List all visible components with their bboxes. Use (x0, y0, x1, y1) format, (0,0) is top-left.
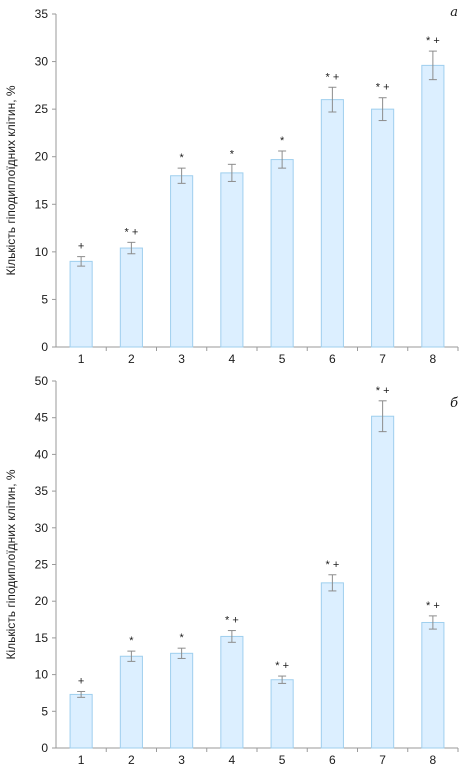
significance-label: * + (426, 600, 440, 612)
chart-panel-1: 0 5 10 15 20 25 30 35 1 +2 * + 3 * 4 * 5 * 6 * + 7 * + 8 * + Кі… (4, 5, 459, 366)
y-tick-label: 0 (41, 741, 48, 755)
panel-label: б (450, 396, 458, 411)
bar (421, 621, 445, 749)
y-axis-label: Кількість гіподиплоїдних клітин, % (4, 469, 18, 659)
chart-panel-2: 0 5 10 15 20 25 30 35 40 45 50 1 +2 * 3 * 4 * + 5 * + 6 * + 7 *… (4, 374, 459, 767)
significance-label: * (179, 152, 184, 164)
bar (119, 247, 143, 348)
significance-label: * + (376, 82, 390, 94)
x-tick-label: 3 (178, 753, 185, 767)
bar (320, 582, 344, 749)
x-tick-label: 5 (279, 753, 286, 767)
x-tick-label: 6 (329, 753, 336, 767)
significance-label: * (280, 135, 285, 147)
bar (371, 415, 395, 749)
significance-label: + (78, 675, 84, 687)
significance-label: * + (325, 559, 339, 571)
bar (220, 172, 244, 348)
y-tick-label: 15 (35, 631, 49, 645)
y-tick-label: 20 (35, 150, 49, 164)
y-tick-label: 15 (35, 197, 49, 211)
x-tick-label: 4 (229, 352, 236, 366)
bar (270, 679, 294, 749)
bar (270, 159, 294, 348)
significance-label: * + (225, 615, 239, 627)
significance-label: + (78, 241, 84, 253)
significance-label: * + (376, 385, 390, 397)
bar (320, 99, 344, 348)
y-tick-label: 10 (35, 668, 49, 682)
x-tick-label: 1 (78, 352, 85, 366)
bar (220, 635, 244, 749)
significance-label: * (230, 148, 235, 160)
significance-label: * (129, 635, 134, 647)
y-tick-label: 50 (35, 374, 49, 388)
y-tick-label: 20 (35, 594, 49, 608)
x-tick-label: 7 (379, 352, 386, 366)
x-tick-label: 2 (128, 352, 135, 366)
y-tick-label: 0 (41, 340, 48, 354)
y-tick-label: 35 (35, 484, 49, 498)
y-tick-label: 5 (41, 292, 48, 306)
x-tick-label: 7 (379, 753, 386, 767)
bar (371, 108, 395, 348)
bar (170, 652, 194, 749)
y-tick-label: 25 (35, 558, 49, 572)
panel-label: а (450, 5, 458, 20)
x-tick-label: 5 (279, 352, 286, 366)
bar (69, 693, 93, 749)
x-tick-label: 8 (430, 753, 437, 767)
y-tick-label: 40 (35, 447, 49, 461)
bar (69, 260, 93, 348)
y-tick-label: 25 (35, 102, 49, 116)
y-axis-label: Кількість гіподиплоїдних клітин, % (4, 85, 18, 275)
significance-label: * + (124, 226, 138, 238)
significance-label: * + (325, 71, 339, 83)
significance-label: * (179, 632, 184, 644)
y-tick-label: 45 (35, 411, 49, 425)
y-tick-label: 10 (35, 245, 49, 259)
y-tick-label: 30 (35, 521, 49, 535)
significance-label: * + (426, 35, 440, 47)
y-tick-label: 35 (35, 7, 49, 21)
x-tick-label: 4 (229, 753, 236, 767)
y-tick-label: 5 (41, 704, 48, 718)
x-tick-label: 8 (430, 352, 437, 366)
x-tick-label: 6 (329, 352, 336, 366)
x-tick-label: 1 (78, 753, 85, 767)
significance-label: * + (275, 660, 289, 672)
bar (421, 64, 445, 348)
bar (119, 655, 143, 749)
y-tick-label: 30 (35, 55, 49, 69)
x-tick-label: 3 (178, 352, 185, 366)
x-tick-label: 2 (128, 753, 135, 767)
bar (170, 175, 194, 348)
